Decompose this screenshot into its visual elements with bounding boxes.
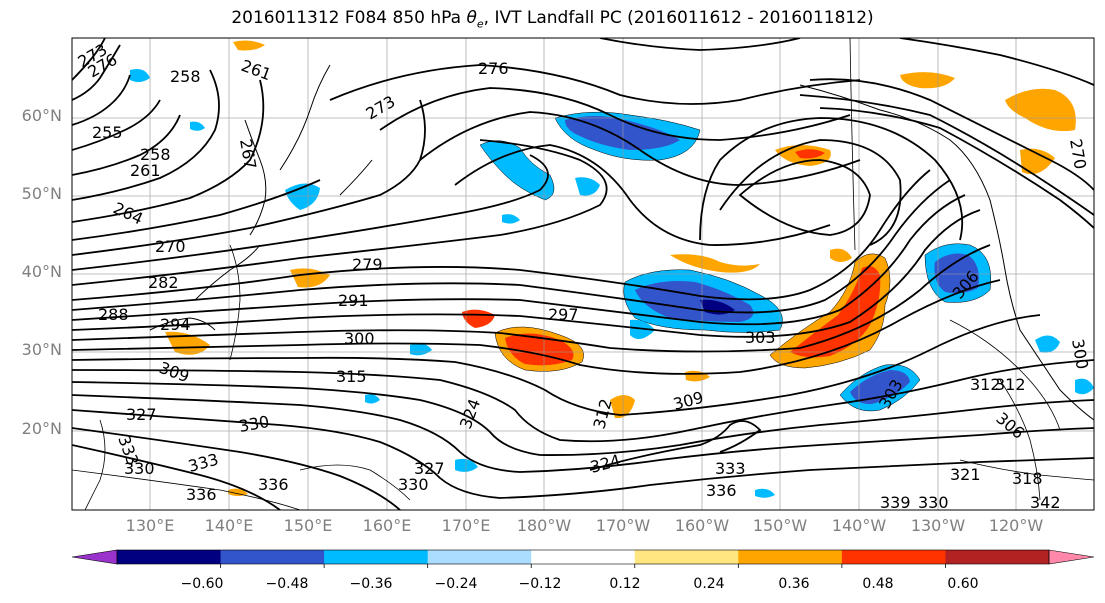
colorbar-segment [531, 550, 636, 564]
contour-label: 327 [126, 405, 157, 424]
colorbar-tick-label: 0.36 [778, 576, 810, 592]
colorbar-frame [116, 549, 1050, 565]
colorbar-segment [427, 550, 532, 564]
colorbar-segment [220, 550, 325, 564]
contour-label: 336 [186, 485, 217, 504]
contour-label: 321 [950, 465, 981, 484]
lat-label: 30°N [21, 340, 62, 359]
contour-label: 330 [918, 493, 949, 512]
lon-label: 150°E [283, 516, 333, 535]
lon-label: 170°W [595, 516, 651, 535]
contour-label: 303 [745, 328, 776, 347]
theta-symbol: θ [466, 8, 477, 28]
lon-label: 120°W [988, 516, 1044, 535]
contour-label: 330 [398, 475, 429, 494]
contour-label: 330 [124, 459, 155, 478]
colorbar-segment [945, 550, 1050, 564]
colorbar-tick-label: 0.24 [693, 576, 725, 592]
contour-label: 336 [258, 475, 289, 494]
contour-label: 315 [336, 367, 367, 386]
colorbar-tick-label: −0.60 [180, 576, 224, 592]
theta-e-contours [72, 38, 1094, 510]
contour-label: 258 [170, 67, 201, 86]
lat-label: 50°N [21, 184, 62, 203]
colorbar-tick-label: −0.36 [349, 576, 393, 592]
thin-contours [72, 38, 1094, 510]
colorbar-tick-label: −0.24 [434, 576, 478, 592]
lat-label: 60°N [21, 106, 62, 125]
lat-label: 40°N [21, 262, 62, 281]
lon-label: 160°E [362, 516, 412, 535]
lon-label: 150°W [752, 516, 808, 535]
lon-label: 130°E [125, 516, 175, 535]
colorbar-segment [738, 550, 843, 564]
colorbar-segment [841, 550, 946, 564]
colorbar-tick-label: 0.48 [862, 576, 894, 592]
contour-label: 300 [344, 329, 375, 348]
colorbar-tick-label: 0.60 [947, 576, 979, 592]
contour-label: 261 [130, 161, 161, 180]
contour-label: 288 [98, 305, 129, 324]
lon-label: 180°W [516, 516, 572, 535]
contour-label: 294 [160, 315, 191, 334]
lat-label: 20°N [21, 419, 62, 438]
contour-label: 258 [140, 145, 171, 164]
contour-label: 270 [155, 237, 186, 256]
map-frame [71, 37, 1095, 511]
theta-subscript: e [476, 17, 484, 31]
contour-label: 312 [995, 375, 1026, 394]
lon-label: 130°W [910, 516, 966, 535]
contour-label: 318 [1012, 469, 1043, 488]
contour-label: 276 [478, 59, 509, 78]
coastlines [149, 64, 1094, 421]
contour-label: 297 [548, 305, 579, 324]
contour-label: 327 [414, 459, 445, 478]
colorbar [71, 549, 1095, 568]
contour-label: 342 [1030, 493, 1061, 512]
colorbar-segment [324, 550, 429, 564]
lon-label: 140°W [831, 516, 887, 535]
lon-label: 170°E [441, 516, 491, 535]
contour-label: 336 [706, 481, 737, 500]
map-area: 273 276 258 261 255 258 261 264 270 282 … [72, 38, 1094, 512]
colorbar-tick-label: −0.12 [518, 576, 562, 592]
lon-label: 160°W [674, 516, 730, 535]
lon-label: 140°E [204, 516, 254, 535]
colorbar-extend-high [1048, 549, 1095, 565]
contour-label: 312 [970, 375, 1001, 394]
colorbar-extend-low [71, 549, 118, 565]
contour-label: 339 [880, 493, 911, 512]
figure-title: 2016011312 F084 850 hPa θe, IVT Landfall… [231, 8, 874, 31]
contour-label: 255 [92, 123, 123, 142]
colorbar-segment [117, 550, 222, 564]
colorbar-tick-label: 0.12 [609, 576, 641, 592]
colorbar-segment [634, 550, 739, 564]
colorbar-tick-label: −0.48 [265, 576, 309, 592]
contour-label: 333 [715, 459, 746, 478]
contour-label: 282 [148, 273, 179, 292]
contour-label: 279 [352, 255, 383, 274]
contour-label: 291 [338, 291, 369, 310]
